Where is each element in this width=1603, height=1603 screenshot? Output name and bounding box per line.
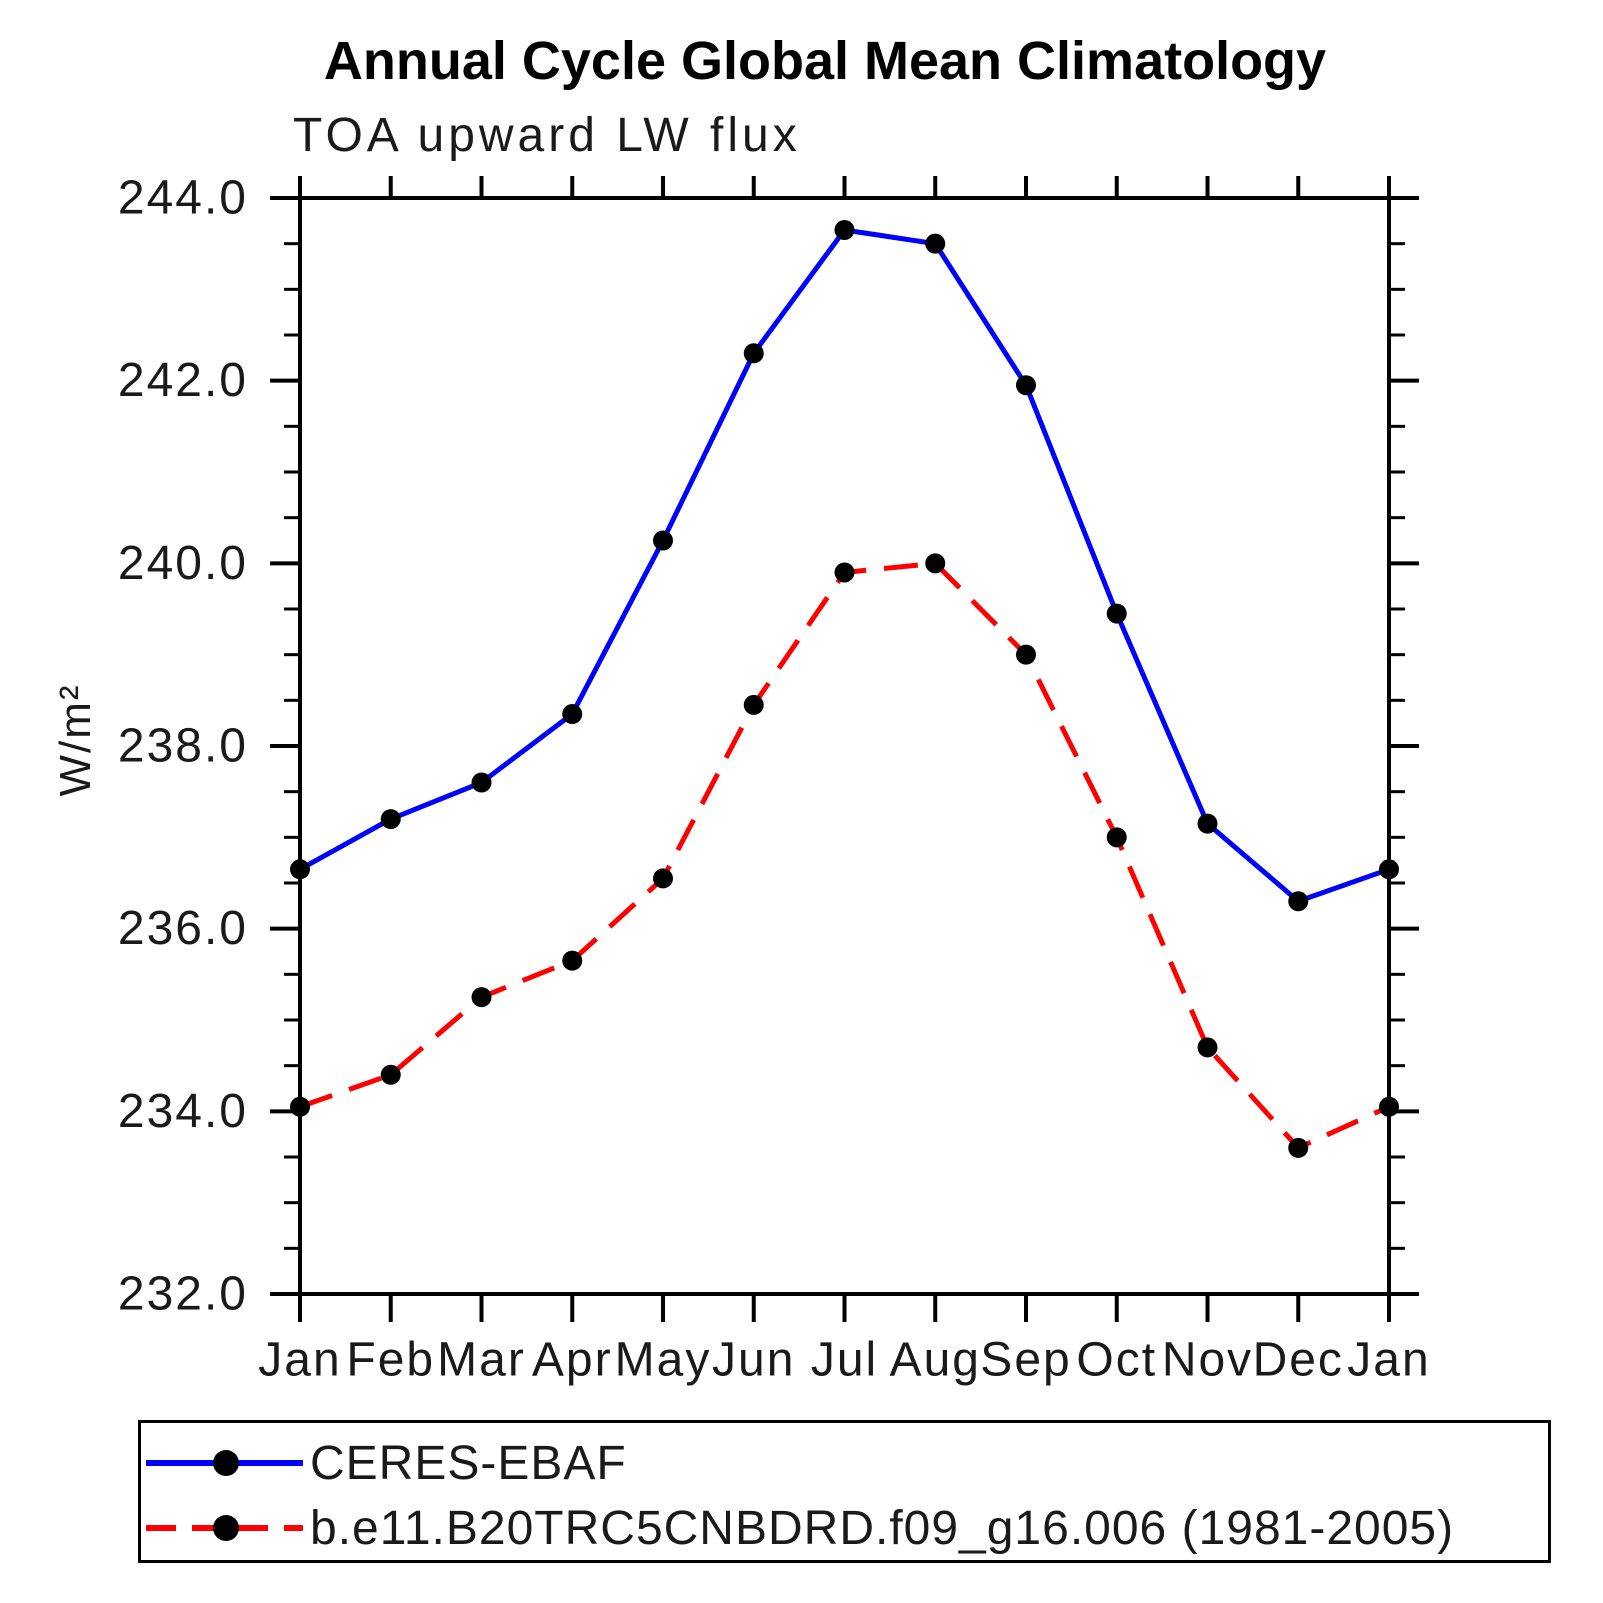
y-tick-label: 236.0	[118, 902, 248, 955]
x-tick-label: Jan	[258, 1334, 341, 1387]
legend-row-ceres: CERES-EBAF	[146, 1435, 627, 1491]
data-point-marker	[925, 233, 946, 254]
data-point-marker	[471, 987, 492, 1008]
chart-subtitle: TOA upward LW flux	[293, 109, 801, 162]
data-point-marker	[1288, 891, 1309, 912]
data-point-marker	[1016, 644, 1036, 665]
y-tick-label: 242.0	[118, 354, 248, 407]
y-tick-label: 238.0	[118, 720, 248, 773]
series-line-1	[299, 560, 1391, 1151]
x-tick-label: Sep	[980, 1334, 1071, 1387]
legend-box: CERES-EBAF b.e11.B20TRC5CNBDRD.f09_g16.0…	[138, 1420, 1551, 1563]
legend-label-ceres: CERES-EBAF	[310, 1436, 627, 1490]
chart-title: Annual Cycle Global Mean Climatology	[323, 31, 1327, 91]
data-point-marker	[562, 704, 583, 725]
x-tick-label: Dec	[1253, 1334, 1344, 1387]
y-tick-label: 244.0	[118, 172, 248, 225]
data-point-marker	[653, 868, 673, 889]
data-point-marker	[1106, 827, 1127, 848]
y-tick-label: 232.0	[118, 1268, 248, 1321]
data-point-marker	[290, 1096, 310, 1117]
x-tick-label: Jun	[712, 1334, 795, 1387]
x-tick-label: Jul	[811, 1334, 878, 1387]
data-point-marker	[1016, 375, 1036, 396]
data-point-marker	[380, 1064, 401, 1085]
x-tick-label: Feb	[346, 1334, 435, 1387]
plot-frame	[298, 196, 1391, 1296]
y-tick-label: 234.0	[118, 1085, 248, 1138]
data-point-marker	[471, 772, 492, 793]
data-point-marker	[1197, 1037, 1218, 1058]
data-point-marker	[1379, 1096, 1399, 1117]
legend-line-sample-solid	[146, 1450, 303, 1476]
data-point-marker	[1288, 1137, 1309, 1158]
legend-label-model: b.e11.B20TRC5CNBDRD.f09_g16.006 (1981-20…	[310, 1501, 1455, 1555]
x-tick-label: Jan	[1347, 1334, 1430, 1387]
x-tick-label: Aug	[890, 1334, 981, 1387]
y-tick-label: 240.0	[118, 537, 248, 590]
data-point-marker	[380, 809, 401, 830]
x-tick-label: Apr	[532, 1334, 613, 1387]
data-point-marker	[290, 859, 310, 880]
data-point-marker	[1106, 603, 1127, 624]
data-point-marker	[743, 343, 764, 364]
data-point-marker	[1197, 813, 1218, 834]
x-tick-label: Mar	[437, 1334, 526, 1387]
legend-line-sample-dashed	[146, 1515, 303, 1541]
data-point-marker	[743, 694, 764, 715]
x-tick-label: May	[615, 1334, 712, 1387]
data-point-marker	[562, 950, 583, 971]
data-point-marker	[1379, 859, 1399, 880]
x-tick-label: Oct	[1076, 1334, 1157, 1387]
x-tick-label: Nov	[1162, 1334, 1253, 1387]
legend-marker-dot-icon	[213, 1450, 239, 1476]
legend-marker-dot-icon	[213, 1515, 239, 1541]
legend-row-model: b.e11.B20TRC5CNBDRD.f09_g16.006 (1981-20…	[146, 1500, 1454, 1556]
data-point-marker	[834, 219, 855, 240]
data-point-marker	[925, 553, 946, 574]
data-point-marker	[653, 530, 673, 551]
data-point-marker	[834, 562, 855, 583]
